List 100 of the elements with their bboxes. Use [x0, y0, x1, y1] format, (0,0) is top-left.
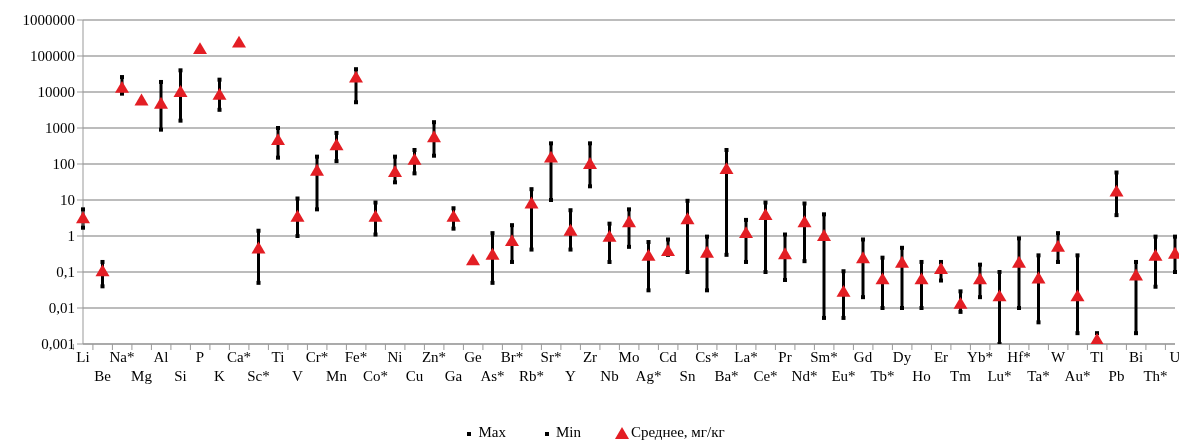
x-tick-label: Ta* [1027, 368, 1050, 384]
point [583, 157, 597, 169]
point [661, 244, 675, 257]
point [622, 215, 636, 228]
point [1109, 184, 1124, 197]
x-tick-label: Ca* [226, 349, 252, 365]
point [992, 289, 1007, 302]
point [427, 130, 441, 143]
point [602, 229, 617, 242]
point [700, 245, 714, 258]
x-tick-label: Pr [778, 349, 792, 365]
x-tick-label: Tm [950, 368, 972, 384]
point [271, 133, 285, 146]
point [505, 234, 519, 247]
point [485, 247, 500, 260]
point [368, 209, 383, 222]
point [115, 80, 129, 93]
x-tick-label: Cr* [305, 349, 329, 365]
point [76, 211, 90, 224]
x-tick-label: La* [734, 349, 758, 365]
point [388, 164, 402, 177]
x-tick-label: Ge [464, 349, 483, 365]
point [934, 262, 948, 275]
point [914, 272, 929, 285]
x-tick-label: Cs* [695, 349, 719, 365]
y-tick-label: 1000 [45, 120, 75, 137]
point [212, 87, 227, 100]
point [251, 241, 266, 254]
y-tick-label: 1 [67, 228, 75, 245]
x-tick-label: Th* [1143, 368, 1168, 384]
point [310, 163, 324, 176]
point [1148, 248, 1163, 261]
y-tick-label: 100000 [30, 48, 75, 65]
x-tick-label: Mg [131, 368, 153, 384]
point [641, 248, 656, 261]
legend-label: Min [555, 424, 581, 441]
x-tick-label: Co* [362, 368, 389, 384]
x-tick-label: Al [153, 349, 169, 365]
point [95, 264, 110, 277]
x-tick-label: Be [94, 368, 112, 384]
point [836, 284, 851, 297]
point [1031, 271, 1046, 284]
x-tick-label: Li [76, 349, 90, 365]
point [719, 162, 734, 175]
x-tick-label: Nd* [791, 368, 818, 384]
x-tick-label: Rb* [518, 368, 545, 384]
x-tick-label: Cd [659, 349, 678, 365]
point [973, 272, 987, 285]
y-tick-label: 0,01 [48, 300, 75, 317]
point [329, 138, 344, 151]
point [856, 251, 870, 264]
x-tick-label: Mo [618, 349, 640, 365]
point [154, 96, 168, 109]
x-tick-label: Er [933, 349, 949, 365]
y-tick-label: 0,001 [41, 336, 75, 353]
point [524, 196, 539, 209]
x-tick-label: Sm* [810, 349, 838, 365]
x-tick-label: Pb [1108, 368, 1125, 384]
y-tick-label: 10 [60, 192, 75, 209]
point [758, 208, 773, 221]
x-tick-label: Sr* [540, 349, 562, 365]
x-tick-label: Lu* [987, 368, 1012, 384]
point [1051, 239, 1065, 252]
point [797, 215, 812, 228]
x-tick-label: Zn* [421, 349, 447, 365]
point [134, 93, 149, 106]
legend-label: Max [478, 424, 506, 441]
point [1012, 255, 1026, 268]
x-tick-label: Br* [500, 349, 524, 365]
x-tick-label: Mn [326, 368, 348, 384]
x-tick-label: Hf* [1007, 349, 1031, 365]
y-tick-label: 0,1 [56, 264, 75, 281]
point [739, 226, 753, 239]
point [232, 35, 246, 48]
point [563, 223, 578, 236]
x-tick-label: Ba* [714, 368, 739, 384]
x-tick-label: V [292, 368, 304, 384]
point [173, 85, 188, 97]
point [875, 272, 890, 285]
x-tick-label: Fe* [344, 349, 368, 365]
x-tick-label: Sn [679, 368, 696, 384]
x-tick-label: Gd [853, 349, 873, 365]
point [1129, 268, 1143, 281]
y-tick-label: 1000000 [22, 12, 75, 29]
x-tick-label: P [195, 349, 205, 365]
x-tick-label: Y [565, 368, 577, 384]
x-tick-label: Nb [600, 368, 619, 384]
x-tick-label: Ga [444, 368, 463, 384]
point [817, 229, 831, 241]
point [895, 255, 909, 268]
point [407, 152, 422, 165]
x-tick-label: As* [480, 368, 505, 384]
point [680, 212, 695, 225]
point [953, 296, 968, 309]
point [1090, 332, 1104, 344]
point [544, 150, 558, 163]
point [1070, 289, 1085, 302]
x-tick-label: Bi [1128, 349, 1144, 365]
x-tick-label: Zr [582, 349, 598, 365]
y-tick-label: 100 [52, 156, 75, 173]
